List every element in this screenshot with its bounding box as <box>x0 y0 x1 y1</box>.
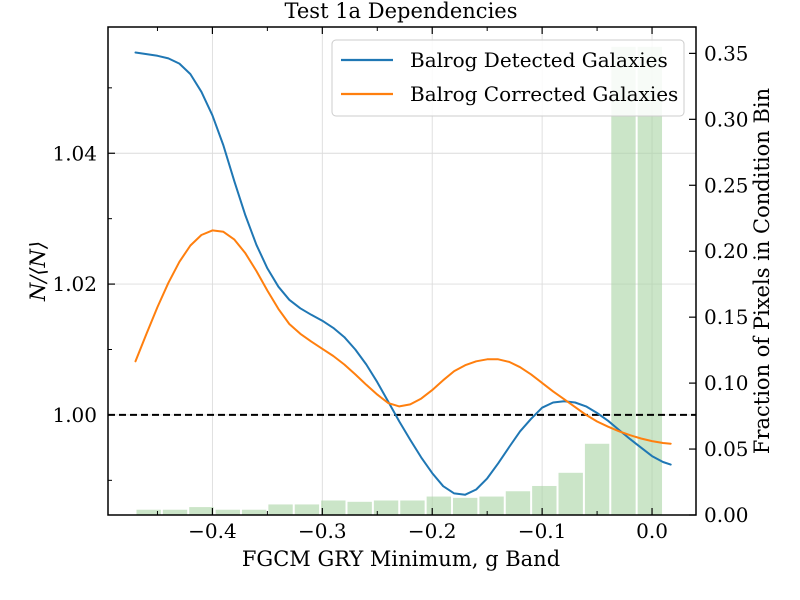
x-axis-ticks: −0.4 −0.3 −0.2 −0.1 0.0 <box>156 27 668 543</box>
y-axis-right-ticks: 0.00 0.05 0.10 0.15 0.20 0.25 0.30 0.35 <box>689 41 749 527</box>
y-axis-right-label: Fraction of Pixels in Condition Bin <box>750 88 774 454</box>
y-tick-label: 1.00 <box>52 403 97 427</box>
histogram-bar <box>426 496 452 515</box>
series-line-detected <box>134 51 672 496</box>
histogram-bar <box>584 443 610 515</box>
histogram-bar <box>611 46 636 515</box>
histogram-bar <box>189 507 214 515</box>
x-tick-label: −0.2 <box>408 519 457 543</box>
legend: Balrog Detected Galaxies Balrog Correcte… <box>331 39 685 117</box>
histogram-bar <box>453 497 478 515</box>
y-right-tick-label: 0.05 <box>704 437 749 461</box>
histogram-bar <box>373 500 399 515</box>
series-line-corrected <box>134 229 672 445</box>
y-right-tick-label: 0.35 <box>704 41 749 65</box>
histogram-bar <box>321 500 346 515</box>
histogram-bar <box>347 501 372 515</box>
y-axis-left-ticks: 1.00 1.02 1.04 <box>52 87 115 481</box>
x-tick-label: −0.4 <box>188 519 237 543</box>
histogram-bar <box>532 485 557 515</box>
y-tick-label: 1.02 <box>52 272 97 296</box>
histogram-bar <box>268 504 293 515</box>
y-right-tick-label: 0.20 <box>704 239 749 263</box>
histogram-bar <box>162 509 188 515</box>
histogram-bar <box>400 500 425 515</box>
y-right-tick-label: 0.25 <box>704 173 749 197</box>
legend-box <box>331 39 685 117</box>
y-right-tick-label: 0.00 <box>704 503 749 527</box>
legend-label-detected: Balrog Detected Galaxies <box>410 48 668 72</box>
histogram-bar <box>215 509 240 515</box>
chart-title: Test 1a Dependencies <box>285 0 518 23</box>
y-right-tick-label: 0.10 <box>704 371 749 395</box>
histogram-bar <box>558 472 583 515</box>
y-right-tick-label: 0.30 <box>704 107 749 131</box>
histogram-bar <box>479 496 504 515</box>
y-tick-label: 1.04 <box>52 141 97 165</box>
histogram-bar <box>505 491 531 515</box>
legend-label-corrected: Balrog Corrected Galaxies <box>410 82 678 106</box>
histogram-bar <box>136 509 161 515</box>
y-right-tick-label: 0.15 <box>704 305 749 329</box>
histogram-bar <box>241 509 267 515</box>
x-tick-label: −0.1 <box>518 519 567 543</box>
histogram-bar <box>294 504 320 515</box>
histogram-bars <box>136 46 663 515</box>
series-lines <box>134 51 672 496</box>
histogram-bar <box>637 46 663 515</box>
x-tick-label: 0.0 <box>636 519 668 543</box>
x-axis-label: FGCM GRY Minimum, g Band <box>242 547 560 571</box>
plot-frame <box>107 26 697 516</box>
y-axis-left-label: N/⟨N⟩ <box>26 241 50 302</box>
x-tick-label: −0.3 <box>298 519 347 543</box>
